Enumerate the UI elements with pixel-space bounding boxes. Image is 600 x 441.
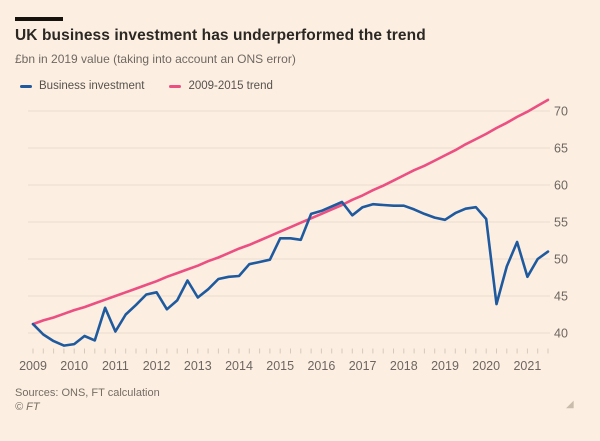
x-axis-label: 2018 [390,359,418,373]
x-axis-label: 2011 [102,359,129,373]
x-axis-label: 2013 [184,359,212,373]
y-axis-label: 50 [554,253,568,267]
x-axis-label: 2017 [349,359,377,373]
x-axis-label: 2010 [60,359,88,373]
x-axis-label: 2009 [19,359,47,373]
x-axis-label: 2016 [307,359,335,373]
sources-note: Sources: ONS, FT calculation [15,387,160,399]
y-axis-label: 55 [554,216,568,230]
trend-line [31,98,550,326]
x-axis-label: 2012 [143,359,171,373]
y-axis-label: 60 [554,179,568,193]
y-axis-label: 70 [554,105,568,119]
y-axis-label: 40 [554,327,568,341]
accent-bar [15,17,63,21]
x-axis-label: 2015 [266,359,294,373]
legend-item-business-investment: Business investment [20,80,144,92]
pink-line-swatch [169,84,182,88]
x-axis-label: 2020 [472,359,500,373]
legend-item-trend: 2009-2015 trend [169,80,273,92]
x-axis-label: 2021 [513,359,541,373]
y-axis-label: 65 [554,142,568,156]
legend-label: 2009-2015 trend [188,80,273,92]
business-investment-line [31,200,550,347]
page-title: UK business investment has underperforme… [15,27,426,44]
copyright-note: © FT [15,401,40,413]
chart-subtitle: £bn in 2019 value (taking into account a… [15,52,296,66]
resize-handle-icon: ◢ [566,399,574,410]
x-axis-label: 2014 [225,359,253,373]
legend: Business investment 2009-2015 trend [20,80,273,92]
legend-label: Business investment [39,80,145,92]
x-axis-label: 2019 [431,359,459,373]
y-axis-label: 45 [554,290,568,304]
blue-line-swatch [20,84,32,88]
